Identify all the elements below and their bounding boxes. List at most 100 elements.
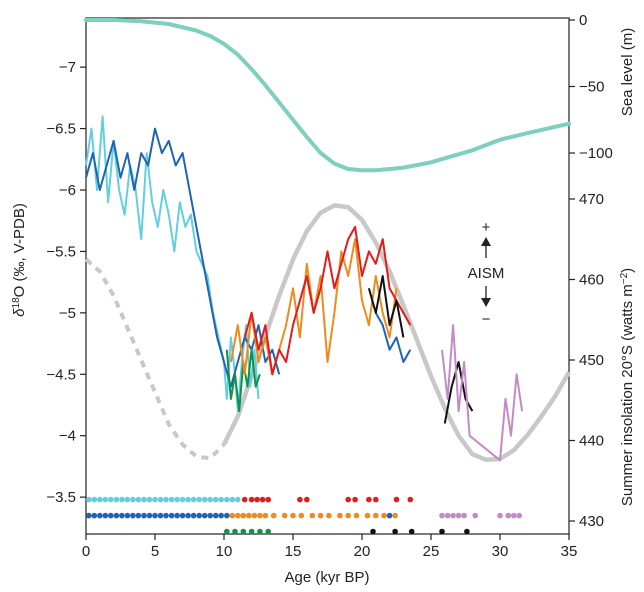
red-date-dot xyxy=(265,496,272,503)
red-date-dot xyxy=(304,496,310,503)
blue-date-dot xyxy=(190,512,197,519)
y-left-tick-label: −4 xyxy=(59,428,76,445)
axes-layer: 0 5 10 15 20 25 30 35 −7 −6.5 −6 −5.5 −5 −4.5 −4 −3.5 0 −… xyxy=(46,12,612,560)
x-tick-label: 25 xyxy=(423,543,440,560)
black-date-dot xyxy=(392,528,398,535)
blue-date-dot xyxy=(152,512,158,519)
cyan-date-dot xyxy=(163,496,169,503)
orange-date-dot xyxy=(290,512,296,519)
red-date-dot xyxy=(259,496,266,503)
aism-plus-sign: + xyxy=(482,219,491,236)
purple-date-dot xyxy=(444,512,451,519)
cyan-date-dot xyxy=(130,496,136,503)
aism-arrow-down-head xyxy=(481,298,491,307)
blue-date-dot xyxy=(108,512,114,519)
y-left-tick-label: −4.5 xyxy=(46,366,76,383)
cyan-date-dot xyxy=(157,496,164,503)
purple-series-line xyxy=(441,324,524,462)
insolation-tick-label: 440 xyxy=(579,433,604,450)
cyan-date-dot xyxy=(108,496,114,503)
y-left-tick-label: −7 xyxy=(59,59,76,76)
red-date-dot xyxy=(407,496,414,503)
orange-date-dot xyxy=(251,512,258,519)
sea-level-layer xyxy=(84,18,571,173)
cyan-date-dot xyxy=(174,496,180,503)
x-tick-label: 0 xyxy=(82,543,90,560)
orange-date-dot xyxy=(345,512,352,519)
y-left-tick-label: −6.5 xyxy=(46,121,76,138)
orange-date-dot xyxy=(298,512,305,519)
green-date-dot xyxy=(240,528,247,535)
cyan-date-dot xyxy=(190,496,197,503)
red-date-dot xyxy=(241,496,248,503)
orange-date-dot xyxy=(326,512,332,519)
cyan-date-dot xyxy=(97,496,103,503)
date-dots-layer xyxy=(86,496,523,535)
cyan-date-dot xyxy=(218,496,224,503)
sea-level-tick-label: −50 xyxy=(579,79,604,96)
orange-date-dot xyxy=(281,512,288,519)
cyan-date-dot xyxy=(185,496,191,503)
y-left-tick-label: −3.5 xyxy=(46,489,76,506)
orange-date-dot xyxy=(373,512,379,519)
blue-date-dot xyxy=(119,512,125,519)
x-tick-label: 35 xyxy=(561,543,578,560)
blue-date-dot xyxy=(130,512,136,519)
insolation-axis-title: Summer insolation 20°S (watts m−2) xyxy=(619,268,637,506)
series-layer xyxy=(85,115,524,462)
cyan-date-dot xyxy=(235,496,241,503)
orange-date-dot xyxy=(381,512,387,519)
cyan-date-dot xyxy=(124,496,131,503)
red-date-dot xyxy=(345,496,352,503)
red-date-dot xyxy=(393,496,400,503)
cyan-date-dot xyxy=(152,496,158,503)
red-date-dot xyxy=(297,496,303,503)
green-date-dot xyxy=(224,528,230,535)
blue-series-line xyxy=(85,127,281,388)
green-date-dot xyxy=(257,528,263,535)
orange-date-dot xyxy=(337,512,343,519)
blue-date-dot xyxy=(212,512,219,519)
purple-date-dot xyxy=(455,512,462,519)
aism-arrow-up-head xyxy=(481,237,491,246)
blue-date-dot xyxy=(386,512,393,519)
orange-date-dot xyxy=(364,512,371,519)
blue-date-dot xyxy=(97,512,103,519)
blue-date-dot xyxy=(185,512,191,519)
blue-date-dot xyxy=(124,512,131,519)
cyan-date-dot xyxy=(212,496,219,503)
y-left-tick-label: −5 xyxy=(59,305,76,322)
insolation-tick-label: 430 xyxy=(579,513,604,530)
orange-date-dot xyxy=(262,512,269,519)
cyan-date-dot xyxy=(229,496,236,503)
cyan-date-dot xyxy=(119,496,125,503)
blue-date-dot xyxy=(91,512,98,519)
blue-date-dot xyxy=(201,512,208,519)
orange-date-dot xyxy=(229,512,236,519)
blue-date-dot xyxy=(218,512,224,519)
cyan-date-dot xyxy=(113,496,120,503)
insolation-tick-label: 460 xyxy=(579,272,604,289)
red-date-dot xyxy=(352,496,358,503)
blue-date-dot xyxy=(196,512,202,519)
blue-date-dot xyxy=(135,512,142,519)
blue-date-dot xyxy=(168,512,175,519)
aism-annotation: + AISM − xyxy=(468,219,505,328)
insolation-layer xyxy=(84,203,571,463)
blue-date-dot xyxy=(146,512,153,519)
blue-date-dot xyxy=(141,512,147,519)
blue-date-dot xyxy=(163,512,169,519)
orange-date-dot xyxy=(353,512,360,519)
cyan-date-dot xyxy=(146,496,153,503)
purple-date-dot xyxy=(516,512,523,519)
sea-level-curve xyxy=(84,18,571,173)
cyan-date-dot xyxy=(168,496,175,503)
orange-date-dot xyxy=(270,512,277,519)
black-date-dot xyxy=(464,528,470,535)
cyan-date-dot xyxy=(86,496,92,503)
x-tick-label: 10 xyxy=(216,543,233,560)
aism-label: AISM xyxy=(468,265,505,282)
cyan-date-dot xyxy=(135,496,142,503)
